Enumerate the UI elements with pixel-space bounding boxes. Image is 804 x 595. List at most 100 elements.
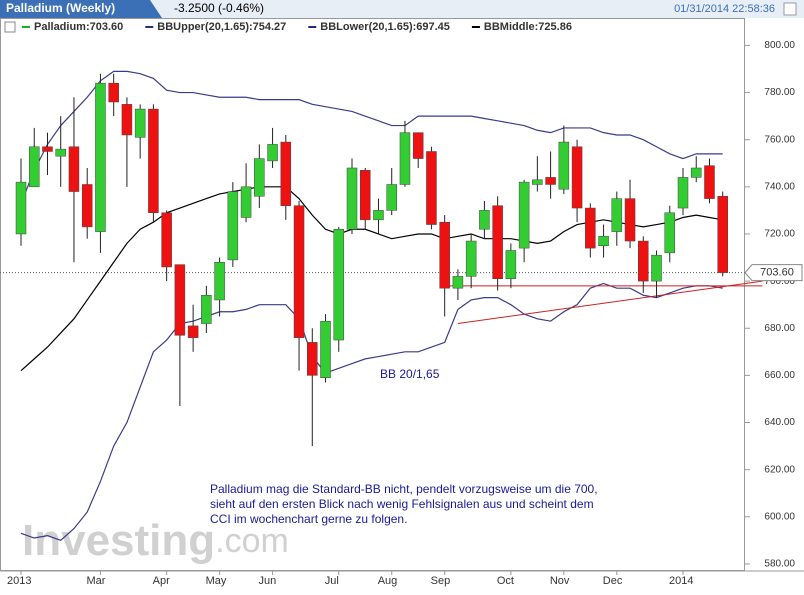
candle-body [479, 210, 490, 230]
candle-body [585, 207, 596, 249]
y-tick-label: 720.00 [764, 229, 795, 240]
x-tick-label: Apr [153, 575, 170, 587]
candle-body [161, 212, 172, 268]
candle-body [254, 158, 265, 197]
band-line [20, 70, 723, 204]
candle-body [121, 104, 133, 136]
candle-body [571, 146, 583, 209]
x-tick-label: Dec [603, 575, 623, 587]
candle-body [518, 181, 530, 249]
candle-body [452, 276, 464, 289]
y-tick-label: 600.00 [764, 511, 795, 522]
legend-text: Palladium:703.60 [34, 21, 123, 33]
tab [0, 0, 162, 18]
checkbox[interactable] [4, 21, 16, 33]
candle-body [293, 205, 305, 338]
legend-text: BBMiddle:725.86 [484, 21, 572, 33]
candle-body [359, 170, 371, 221]
candle-body [677, 177, 689, 209]
header-bar [0, 0, 804, 18]
candle-body [399, 132, 411, 185]
candle-body [651, 254, 662, 282]
annotation: Palladium mag die Standard-BB nicht, pen… [210, 482, 598, 496]
y-tick-label: 800.00 [764, 40, 795, 51]
candle-body [386, 184, 397, 211]
candle-body [68, 146, 80, 192]
candle-body [267, 144, 278, 162]
candle-body [214, 262, 225, 301]
candle-body [81, 184, 93, 228]
watermark-part: Investing [22, 516, 215, 565]
candle-body [638, 240, 649, 282]
legend-text: BBLower(20,1.65):697.45 [320, 21, 450, 33]
candle-body [532, 179, 543, 185]
candle-body [227, 191, 239, 261]
candle-body [307, 342, 318, 376]
band-line [20, 282, 723, 542]
candle-body [426, 151, 437, 225]
candle-body [108, 82, 119, 103]
watermark-part: .com [215, 522, 289, 560]
candle-body [280, 141, 292, 206]
x-tick-label: Aug [378, 575, 398, 587]
y-tick-label: 700.00 [764, 276, 795, 287]
candle-body [412, 132, 424, 159]
candle-body [373, 210, 384, 221]
price-tag [744, 264, 803, 282]
candle-body [134, 108, 146, 138]
tab-title: Palladium (Weekly) [6, 1, 115, 15]
x-tick-label: Jul [325, 575, 339, 587]
candle-body [346, 167, 358, 230]
watermark: Investing.com [22, 516, 289, 565]
x-tick-label: Jun [259, 575, 277, 587]
candle-body [465, 240, 477, 277]
band-line [20, 186, 723, 372]
y-tick-label: 760.00 [764, 134, 795, 145]
candle-body [55, 148, 66, 157]
timestamp: 01/31/2014 22:58:36 [674, 3, 775, 15]
candle-body [95, 82, 106, 232]
y-tick-label: 740.00 [764, 181, 795, 192]
candle-body [240, 186, 252, 218]
y-tick-label: 640.00 [764, 417, 795, 428]
candle-body [492, 205, 503, 280]
candle-body [148, 108, 159, 214]
candle-body [545, 177, 556, 185]
y-tick-label: 580.00 [764, 559, 795, 570]
change: -3.2500 (-0.46%) [174, 1, 264, 15]
legend-text: BBUpper(20,1.65):754.27 [157, 21, 286, 33]
candle-body [717, 196, 728, 273]
y-tick-label: 660.00 [764, 370, 795, 381]
candle-body [598, 236, 609, 247]
candle-body [174, 264, 186, 336]
y-tick-label: 620.00 [764, 464, 795, 475]
trendline [457, 280, 763, 325]
annotation: sieht auf den ersten Blick nach wenig Fe… [210, 497, 594, 511]
x-tick-label: May [206, 575, 227, 587]
candle-body [505, 250, 517, 280]
candle-body [28, 146, 40, 188]
candle-body [187, 325, 199, 338]
x-tick-label: Nov [550, 575, 570, 587]
y-tick-label: 780.00 [764, 87, 795, 98]
price-tag-label: 703.60 [760, 267, 794, 279]
annotation: CCI im wochenchart gerne zu folgen. [210, 512, 407, 526]
x-tick-label: 2014 [669, 575, 693, 587]
x-tick-label: Sep [431, 575, 451, 587]
candle-body [42, 146, 53, 152]
candle-body [624, 198, 636, 242]
candle-body [15, 181, 27, 235]
y-tick-label: 680.00 [764, 323, 795, 334]
candle-body [201, 295, 212, 324]
candle-body [333, 229, 345, 341]
candle-body [320, 320, 331, 378]
candle-body [704, 165, 715, 199]
close-button[interactable] [783, 2, 797, 16]
candle-body [558, 141, 570, 190]
annotation: BB 20/1,65 [380, 367, 440, 381]
candle-body [439, 221, 450, 289]
x-tick-label: 2013 [7, 575, 31, 587]
candle-body [690, 167, 702, 178]
